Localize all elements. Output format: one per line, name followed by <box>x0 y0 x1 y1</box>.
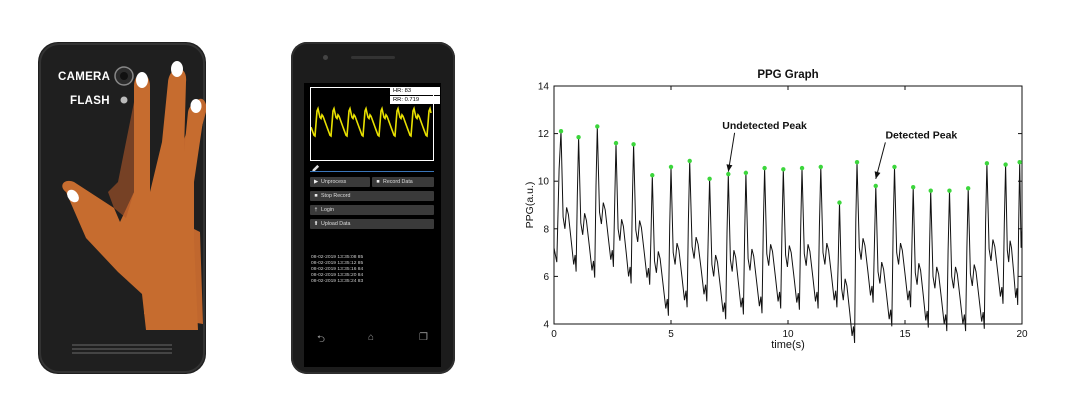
peak-marker <box>1003 162 1008 167</box>
user-icon: † <box>314 207 318 213</box>
peak-marker <box>762 165 767 171</box>
unprocess-button[interactable]: ▶ Unprocess <box>310 177 370 187</box>
speaker-grill-icon <box>72 344 172 354</box>
record-data-label: Record Data <box>383 179 413 185</box>
upload-icon: ⬆ <box>313 221 319 227</box>
app-screen: HR: 83 RR: 0.719 ▶ Unprocess ■ Record Data… <box>304 83 441 367</box>
peak-marker <box>984 161 990 166</box>
record-data-button[interactable]: ■ Record Data <box>372 177 434 187</box>
unprocess-label: Unprocess <box>321 179 347 185</box>
y-tick-label: 10 <box>538 177 550 188</box>
peak-marker <box>726 171 731 177</box>
peak-marker <box>854 159 860 165</box>
peak-marker <box>558 129 564 134</box>
peak-marker <box>799 165 805 171</box>
home-nav-icon[interactable]: ⌂ <box>368 332 375 343</box>
x-axis-label: time(s) <box>771 339 805 351</box>
peak-marker <box>631 142 636 147</box>
peak-marker <box>687 158 692 164</box>
ppg-preview <box>310 87 434 161</box>
ppg-chart: PPG Graph 0 5 10 15 20 4 6 8 10 12 14 time(s) PPG(… <box>500 60 1060 360</box>
hand-icon <box>62 61 207 330</box>
peak-marker <box>668 164 674 170</box>
upload-data-button[interactable]: ⬆ Upload Data <box>310 219 434 229</box>
back-nav-icon[interactable]: ⮌ <box>317 334 326 345</box>
x-tick-label: 20 <box>1016 329 1028 340</box>
peak-marker <box>613 140 619 146</box>
peak-marker <box>650 173 655 178</box>
stop-record-button[interactable]: ■ Stop Record <box>310 191 434 201</box>
phone-back-drawing <box>38 42 207 374</box>
peak-marker <box>1017 159 1022 165</box>
upload-data-label: Upload Data <box>321 221 351 227</box>
peak-marker <box>910 184 916 190</box>
log-entry: 08-02-2019 13:35:20 84 <box>311 273 364 278</box>
progress-line <box>310 171 434 172</box>
earpiece-icon <box>351 56 395 59</box>
peak-marker <box>837 200 842 205</box>
stop-icon: ■ <box>314 193 318 199</box>
front-camera-icon <box>323 55 328 60</box>
login-label: Login <box>321 207 334 213</box>
ppg-series-line <box>553 126 1023 344</box>
stop-record-label: Stop Record <box>321 193 351 199</box>
ppg-waveform <box>310 105 432 138</box>
log-entry: 08-02-2019 13:35:16 84 <box>311 267 364 272</box>
y-tick-label: 8 <box>543 224 549 235</box>
annotation-label: Detected Peak <box>885 129 957 141</box>
flash-icon <box>120 96 128 104</box>
annotations: Undetected Peak Detected Peak <box>722 120 957 179</box>
y-tick-label: 12 <box>538 129 550 140</box>
phone-front-illustration: HR: 83 RR: 0.719 ▶ Unprocess ■ Record Data… <box>291 42 455 374</box>
log-entry: 08-02-2019 13:35:12 85 <box>311 261 364 266</box>
peak-marker <box>947 188 952 193</box>
ppg-chart-svg: PPG Graph 0 5 10 15 20 4 6 8 10 12 14 time(s) PPG(… <box>524 69 1028 351</box>
peak-markers <box>558 124 1022 205</box>
chart-title: PPG Graph <box>757 69 818 81</box>
camera-label: CAMERA <box>58 71 111 83</box>
x-tick-label: 10 <box>782 329 794 340</box>
y-axis-label: PPG(a.u.) <box>524 182 536 229</box>
play-icon: ▶ <box>313 179 319 185</box>
log-entry: 08-02-2019 13:35:24 83 <box>311 279 364 284</box>
y-tick-label: 14 <box>538 82 550 93</box>
peak-marker <box>873 183 878 189</box>
peak-marker <box>595 124 600 129</box>
peak-marker <box>928 188 933 193</box>
peak-marker <box>965 186 971 191</box>
phone-back-illustration: CAMERA FLASH <box>38 42 207 374</box>
x-tick-label: 15 <box>899 329 911 340</box>
y-tick-label: 4 <box>543 320 549 331</box>
peak-marker <box>818 164 823 170</box>
rr-readout: RR: 0.719 <box>390 96 440 104</box>
flash-label: FLASH <box>70 95 110 107</box>
annotation-arrowhead <box>874 171 881 179</box>
recents-nav-icon[interactable]: ❐ <box>419 332 428 343</box>
peak-marker <box>576 134 581 140</box>
annotation-label: Undetected Peak <box>722 120 807 132</box>
log-entry: 08-02-2019 13:35:08 85 <box>311 255 364 260</box>
peak-marker <box>743 170 749 176</box>
pencil-icon[interactable] <box>311 164 320 173</box>
x-tick-label: 0 <box>551 329 557 340</box>
login-button[interactable]: † Login <box>310 205 434 215</box>
waveform-line <box>310 105 432 138</box>
peak-marker <box>781 167 786 172</box>
axis-ticks: 0 5 10 15 20 4 6 8 10 12 14 <box>538 82 1028 341</box>
peak-marker <box>707 176 712 182</box>
annotation-arrowhead <box>726 164 733 172</box>
x-tick-label: 5 <box>668 329 674 340</box>
save-icon: ■ <box>376 179 380 185</box>
y-tick-label: 6 <box>543 272 549 283</box>
peak-marker <box>892 164 897 170</box>
hr-readout: HR: 83 <box>390 87 440 95</box>
